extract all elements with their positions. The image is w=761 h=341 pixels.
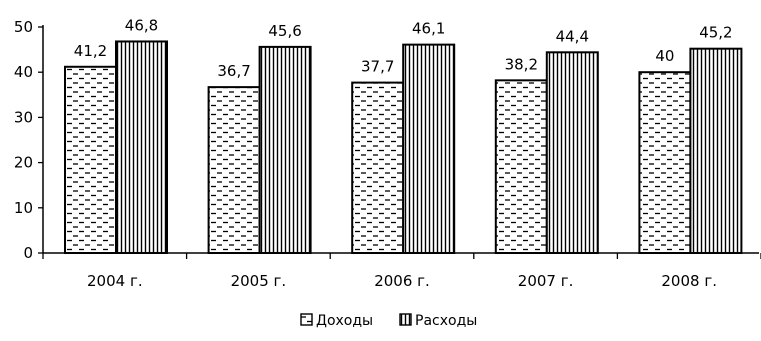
data-label: 46,1 xyxy=(412,20,445,38)
y-tick-label: 50 xyxy=(14,18,33,36)
data-label: 45,2 xyxy=(699,24,732,42)
data-label: 45,6 xyxy=(268,22,301,40)
x-tick-label: 2006 г. xyxy=(374,272,430,290)
y-tick-label: 0 xyxy=(23,244,33,262)
bar-income xyxy=(64,65,117,254)
legend-swatch-expense xyxy=(399,313,412,326)
bar-expense xyxy=(115,40,168,254)
bar-expense xyxy=(402,43,456,254)
y-tick-label: 40 xyxy=(14,63,33,81)
x-tick-label: 2007 г. xyxy=(518,272,574,290)
data-label: 41,2 xyxy=(74,42,107,60)
data-label: 36,7 xyxy=(217,62,250,80)
y-tick-label: 20 xyxy=(14,154,33,172)
legend-label-expense: Расходы xyxy=(415,313,477,329)
bar-income xyxy=(351,81,405,255)
x-tick-label: 2008 г. xyxy=(661,272,717,290)
bar-expense xyxy=(258,45,312,254)
data-label: 46,8 xyxy=(125,16,158,34)
bar-income xyxy=(494,79,548,254)
data-label: 44,4 xyxy=(556,27,589,45)
bar-expense xyxy=(545,51,599,255)
legend-swatch-income xyxy=(300,313,313,326)
x-tick-label: 2004 г. xyxy=(87,272,143,290)
legend-label-income: Доходы xyxy=(316,313,373,329)
data-label: 38,2 xyxy=(505,55,538,73)
y-tick-label: 30 xyxy=(14,108,33,126)
bar-income xyxy=(207,86,261,254)
y-tick-label: 10 xyxy=(14,199,33,217)
data-label: 40 xyxy=(655,47,674,65)
bar-expense xyxy=(689,47,743,254)
x-tick-label: 2005 г. xyxy=(231,272,287,290)
data-label: 37,7 xyxy=(361,58,394,76)
bar-income xyxy=(638,71,692,254)
